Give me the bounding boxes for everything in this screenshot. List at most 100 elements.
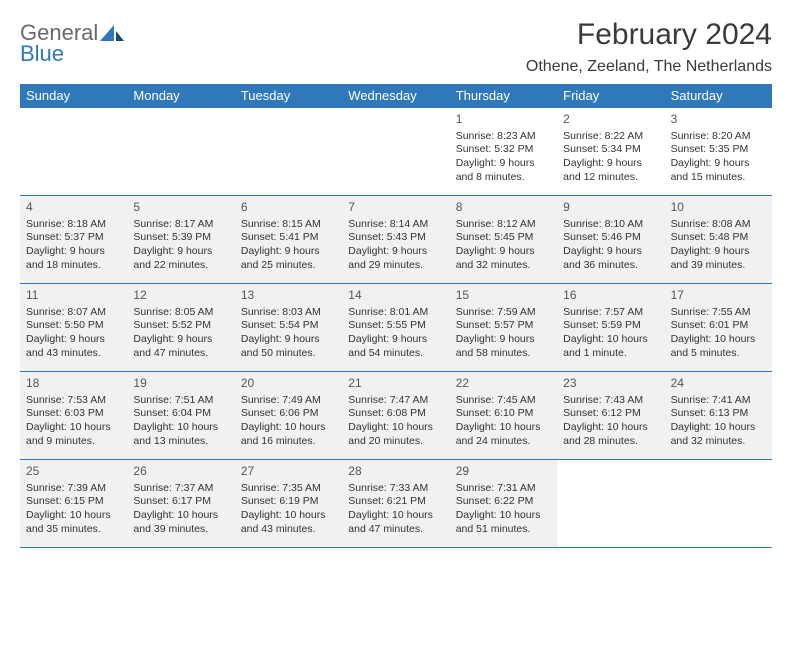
sunset-text: Sunset: 6:17 PM bbox=[133, 495, 228, 509]
sunrise-text: Sunrise: 7:49 AM bbox=[241, 394, 336, 408]
sunset-text: Sunset: 5:52 PM bbox=[133, 319, 228, 333]
sunset-text: Sunset: 5:34 PM bbox=[563, 143, 658, 157]
day-cell: 12Sunrise: 8:05 AMSunset: 5:52 PMDayligh… bbox=[127, 283, 234, 371]
day-number: 7 bbox=[348, 200, 443, 216]
sunrise-text: Sunrise: 7:39 AM bbox=[26, 482, 121, 496]
day-number: 4 bbox=[26, 200, 121, 216]
sunset-text: Sunset: 5:39 PM bbox=[133, 231, 228, 245]
day-cell: 16Sunrise: 7:57 AMSunset: 5:59 PMDayligh… bbox=[557, 283, 664, 371]
sunrise-text: Sunrise: 7:47 AM bbox=[348, 394, 443, 408]
day-number: 20 bbox=[241, 376, 336, 392]
header: General Blue February 2024 Othene, Zeela… bbox=[20, 18, 772, 76]
sunset-text: Sunset: 5:55 PM bbox=[348, 319, 443, 333]
daylight-text: Daylight: 9 hours and 18 minutes. bbox=[26, 245, 121, 272]
day-cell: 26Sunrise: 7:37 AMSunset: 6:17 PMDayligh… bbox=[127, 459, 234, 547]
day-cell: 24Sunrise: 7:41 AMSunset: 6:13 PMDayligh… bbox=[665, 371, 772, 459]
day-number: 14 bbox=[348, 288, 443, 304]
sunrise-text: Sunrise: 7:43 AM bbox=[563, 394, 658, 408]
daylight-text: Daylight: 9 hours and 8 minutes. bbox=[456, 157, 551, 184]
empty-cell bbox=[342, 107, 449, 195]
daylight-text: Daylight: 9 hours and 29 minutes. bbox=[348, 245, 443, 272]
calendar-page: General Blue February 2024 Othene, Zeela… bbox=[0, 0, 792, 655]
sunrise-text: Sunrise: 7:45 AM bbox=[456, 394, 551, 408]
dow-label: Friday bbox=[557, 84, 664, 107]
daylight-text: Daylight: 10 hours and 47 minutes. bbox=[348, 509, 443, 536]
day-cell: 23Sunrise: 7:43 AMSunset: 6:12 PMDayligh… bbox=[557, 371, 664, 459]
sunset-text: Sunset: 6:03 PM bbox=[26, 407, 121, 421]
empty-cell bbox=[20, 107, 127, 195]
day-cell: 14Sunrise: 8:01 AMSunset: 5:55 PMDayligh… bbox=[342, 283, 449, 371]
day-cell: 8Sunrise: 8:12 AMSunset: 5:45 PMDaylight… bbox=[450, 195, 557, 283]
sunrise-text: Sunrise: 7:53 AM bbox=[26, 394, 121, 408]
dow-label: Monday bbox=[127, 84, 234, 107]
daylight-text: Daylight: 9 hours and 43 minutes. bbox=[26, 333, 121, 360]
sunrise-text: Sunrise: 8:15 AM bbox=[241, 218, 336, 232]
day-number: 15 bbox=[456, 288, 551, 304]
day-number: 18 bbox=[26, 376, 121, 392]
title-block: February 2024 Othene, Zeeland, The Nethe… bbox=[526, 18, 772, 76]
day-cell: 9Sunrise: 8:10 AMSunset: 5:46 PMDaylight… bbox=[557, 195, 664, 283]
daylight-text: Daylight: 10 hours and 9 minutes. bbox=[26, 421, 121, 448]
sunrise-text: Sunrise: 7:31 AM bbox=[456, 482, 551, 496]
daylight-text: Daylight: 9 hours and 12 minutes. bbox=[563, 157, 658, 184]
empty-cell bbox=[235, 107, 342, 195]
day-number: 24 bbox=[671, 376, 766, 392]
daylight-text: Daylight: 9 hours and 36 minutes. bbox=[563, 245, 658, 272]
sunset-text: Sunset: 6:10 PM bbox=[456, 407, 551, 421]
sunset-text: Sunset: 5:41 PM bbox=[241, 231, 336, 245]
empty-cell bbox=[127, 107, 234, 195]
sunrise-text: Sunrise: 8:18 AM bbox=[26, 218, 121, 232]
sunset-text: Sunset: 6:15 PM bbox=[26, 495, 121, 509]
sunset-text: Sunset: 5:37 PM bbox=[26, 231, 121, 245]
day-number: 13 bbox=[241, 288, 336, 304]
sunset-text: Sunset: 6:12 PM bbox=[563, 407, 658, 421]
daylight-text: Daylight: 9 hours and 47 minutes. bbox=[133, 333, 228, 360]
daylight-text: Daylight: 10 hours and 16 minutes. bbox=[241, 421, 336, 448]
day-cell: 2Sunrise: 8:22 AMSunset: 5:34 PMDaylight… bbox=[557, 107, 664, 195]
sunrise-text: Sunrise: 8:23 AM bbox=[456, 130, 551, 144]
sunrise-text: Sunrise: 8:03 AM bbox=[241, 306, 336, 320]
logo-blue: Blue bbox=[20, 43, 98, 65]
sunrise-text: Sunrise: 7:55 AM bbox=[671, 306, 766, 320]
empty-cell bbox=[665, 459, 772, 547]
sunrise-text: Sunrise: 8:14 AM bbox=[348, 218, 443, 232]
day-cell: 11Sunrise: 8:07 AMSunset: 5:50 PMDayligh… bbox=[20, 283, 127, 371]
day-number: 16 bbox=[563, 288, 658, 304]
day-number: 5 bbox=[133, 200, 228, 216]
daylight-text: Daylight: 9 hours and 58 minutes. bbox=[456, 333, 551, 360]
sunrise-text: Sunrise: 8:05 AM bbox=[133, 306, 228, 320]
sunset-text: Sunset: 6:01 PM bbox=[671, 319, 766, 333]
day-cell: 10Sunrise: 8:08 AMSunset: 5:48 PMDayligh… bbox=[665, 195, 772, 283]
daylight-text: Daylight: 10 hours and 39 minutes. bbox=[133, 509, 228, 536]
day-cell: 29Sunrise: 7:31 AMSunset: 6:22 PMDayligh… bbox=[450, 459, 557, 547]
dow-label: Saturday bbox=[665, 84, 772, 107]
daylight-text: Daylight: 10 hours and 32 minutes. bbox=[671, 421, 766, 448]
sunset-text: Sunset: 5:32 PM bbox=[456, 143, 551, 157]
daylight-text: Daylight: 10 hours and 20 minutes. bbox=[348, 421, 443, 448]
day-number: 22 bbox=[456, 376, 551, 392]
day-cell: 3Sunrise: 8:20 AMSunset: 5:35 PMDaylight… bbox=[665, 107, 772, 195]
sunrise-text: Sunrise: 8:08 AM bbox=[671, 218, 766, 232]
sunrise-text: Sunrise: 8:01 AM bbox=[348, 306, 443, 320]
sunset-text: Sunset: 6:08 PM bbox=[348, 407, 443, 421]
sunset-text: Sunset: 5:35 PM bbox=[671, 143, 766, 157]
sunset-text: Sunset: 6:06 PM bbox=[241, 407, 336, 421]
location: Othene, Zeeland, The Netherlands bbox=[526, 58, 772, 76]
daylight-text: Daylight: 10 hours and 13 minutes. bbox=[133, 421, 228, 448]
day-number: 27 bbox=[241, 464, 336, 480]
day-number: 2 bbox=[563, 112, 658, 128]
daylight-text: Daylight: 9 hours and 22 minutes. bbox=[133, 245, 228, 272]
sunrise-text: Sunrise: 8:17 AM bbox=[133, 218, 228, 232]
day-number: 26 bbox=[133, 464, 228, 480]
sunset-text: Sunset: 6:22 PM bbox=[456, 495, 551, 509]
sunset-text: Sunset: 5:54 PM bbox=[241, 319, 336, 333]
sunrise-text: Sunrise: 7:57 AM bbox=[563, 306, 658, 320]
calendar-grid: 1Sunrise: 8:23 AMSunset: 5:32 PMDaylight… bbox=[20, 107, 772, 635]
daylight-text: Daylight: 9 hours and 15 minutes. bbox=[671, 157, 766, 184]
sunset-text: Sunset: 5:57 PM bbox=[456, 319, 551, 333]
day-cell: 6Sunrise: 8:15 AMSunset: 5:41 PMDaylight… bbox=[235, 195, 342, 283]
day-cell: 17Sunrise: 7:55 AMSunset: 6:01 PMDayligh… bbox=[665, 283, 772, 371]
sunset-text: Sunset: 5:45 PM bbox=[456, 231, 551, 245]
daylight-text: Daylight: 10 hours and 35 minutes. bbox=[26, 509, 121, 536]
day-number: 28 bbox=[348, 464, 443, 480]
